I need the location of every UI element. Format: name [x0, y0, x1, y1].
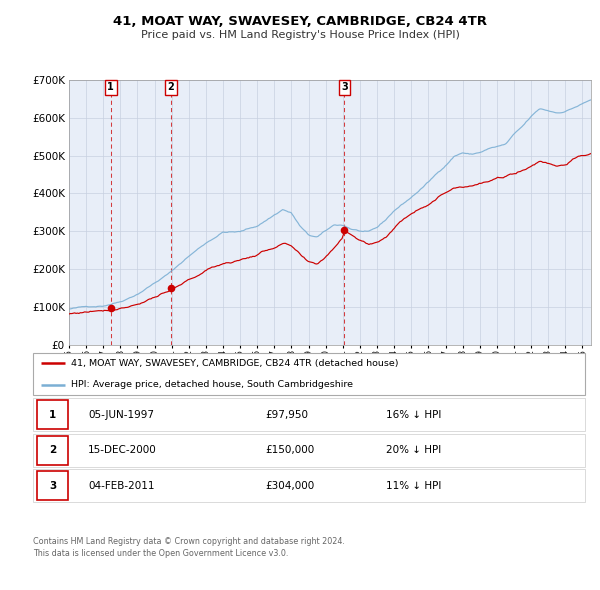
Text: 05-JUN-1997: 05-JUN-1997: [88, 410, 154, 419]
Text: 2: 2: [49, 445, 56, 455]
Text: 3: 3: [49, 481, 56, 490]
FancyBboxPatch shape: [33, 353, 585, 395]
Text: 41, MOAT WAY, SWAVESEY, CAMBRIDGE, CB24 4TR: 41, MOAT WAY, SWAVESEY, CAMBRIDGE, CB24 …: [113, 15, 487, 28]
Text: 41, MOAT WAY, SWAVESEY, CAMBRIDGE, CB24 4TR (detached house): 41, MOAT WAY, SWAVESEY, CAMBRIDGE, CB24 …: [71, 359, 398, 368]
Text: 04-FEB-2011: 04-FEB-2011: [88, 481, 155, 490]
Text: HPI: Average price, detached house, South Cambridgeshire: HPI: Average price, detached house, Sout…: [71, 380, 353, 389]
Text: 1: 1: [107, 82, 114, 92]
FancyBboxPatch shape: [37, 436, 68, 464]
FancyBboxPatch shape: [33, 398, 585, 431]
FancyBboxPatch shape: [33, 469, 585, 502]
Text: 15-DEC-2000: 15-DEC-2000: [88, 445, 157, 455]
Text: £304,000: £304,000: [265, 481, 314, 490]
Text: 16% ↓ HPI: 16% ↓ HPI: [386, 410, 442, 419]
Text: 3: 3: [341, 82, 348, 92]
Text: 11% ↓ HPI: 11% ↓ HPI: [386, 481, 442, 490]
Text: Contains HM Land Registry data © Crown copyright and database right 2024.: Contains HM Land Registry data © Crown c…: [33, 537, 345, 546]
Text: £97,950: £97,950: [265, 410, 308, 419]
Text: 20% ↓ HPI: 20% ↓ HPI: [386, 445, 442, 455]
Text: This data is licensed under the Open Government Licence v3.0.: This data is licensed under the Open Gov…: [33, 549, 289, 558]
Text: 2: 2: [167, 82, 175, 92]
FancyBboxPatch shape: [37, 401, 68, 429]
FancyBboxPatch shape: [37, 471, 68, 500]
Text: Price paid vs. HM Land Registry's House Price Index (HPI): Price paid vs. HM Land Registry's House …: [140, 30, 460, 40]
Text: £150,000: £150,000: [265, 445, 314, 455]
FancyBboxPatch shape: [33, 434, 585, 467]
Text: 1: 1: [49, 410, 56, 419]
